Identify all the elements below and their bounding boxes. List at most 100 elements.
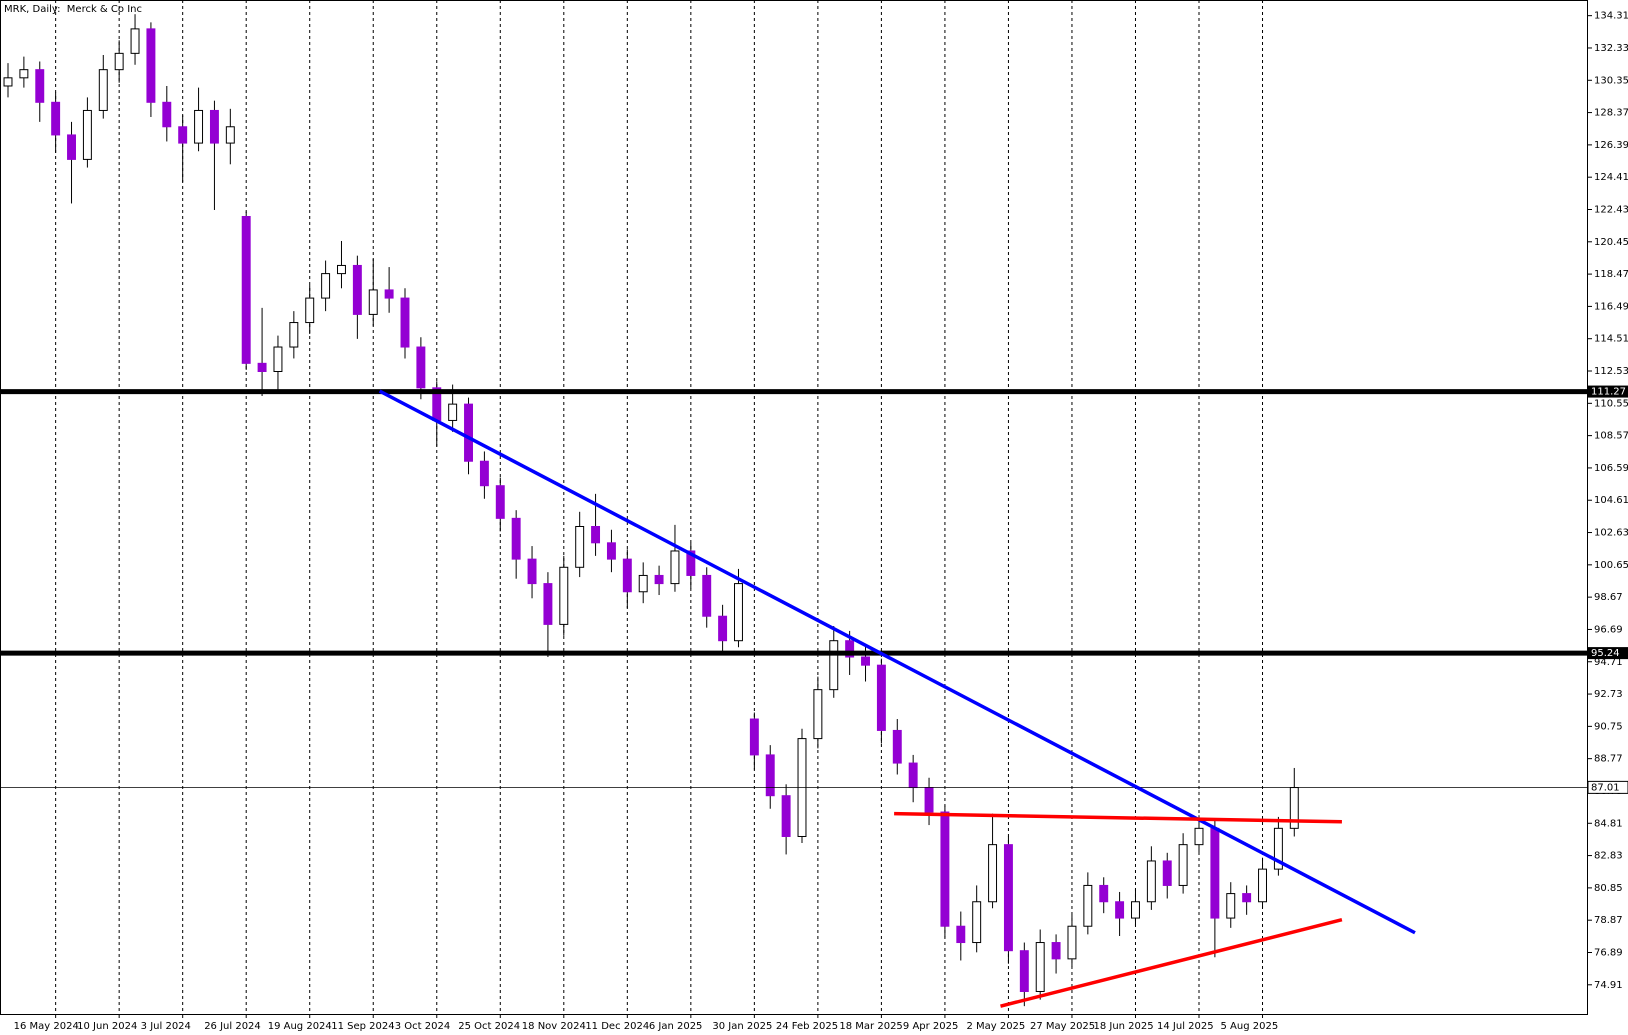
- candle-body: [861, 656, 870, 666]
- y-tick-label: 78.87: [1594, 915, 1623, 926]
- candle-body: [1051, 942, 1061, 960]
- candle-body: [734, 583, 743, 642]
- candle-body: [972, 901, 982, 944]
- candle-body: [479, 460, 489, 487]
- candle-body: [1099, 884, 1109, 903]
- candle-body: [638, 574, 648, 593]
- candle-body: [337, 264, 346, 275]
- candle-body: [845, 640, 855, 658]
- candle-body: [51, 101, 61, 136]
- x-tick-label: 19 Aug 2024: [268, 1021, 332, 1032]
- candle-body: [178, 126, 188, 144]
- x-tick-label: 14 Jul 2025: [1157, 1021, 1214, 1032]
- current-price-box: [1587, 780, 1628, 794]
- y-tick-label: 126.39: [1594, 140, 1628, 151]
- x-tick-label: 18 Nov 2024: [522, 1021, 586, 1032]
- x-tick-label: 18 Mar 2025: [839, 1021, 902, 1032]
- trendline: [1000, 918, 1343, 1008]
- candle-body: [321, 273, 331, 299]
- candle-body: [1226, 893, 1236, 919]
- x-tick-label: 26 Jul 2024: [204, 1021, 261, 1032]
- candle-body: [194, 109, 204, 144]
- x-tick-label: 27 May 2025: [1030, 1021, 1095, 1032]
- y-tick-label: 80.85: [1594, 883, 1623, 894]
- candle-body: [352, 264, 362, 315]
- candle-body: [511, 517, 521, 560]
- candle-body: [368, 289, 378, 315]
- candle-body: [591, 525, 601, 544]
- y-tick-label: 102.63: [1594, 528, 1628, 539]
- candle-body: [559, 566, 569, 625]
- candle-body: [892, 729, 902, 764]
- candle-body: [448, 403, 458, 421]
- level-label-box: [1588, 647, 1628, 660]
- y-tick-label: 128.37: [1594, 108, 1628, 119]
- candle-body: [1242, 893, 1252, 903]
- candle-body: [622, 558, 632, 593]
- candle-body: [749, 718, 759, 756]
- trendline: [894, 811, 1342, 824]
- y-tick-label: 120.45: [1594, 237, 1628, 248]
- y-tick-label: 134.31: [1594, 11, 1628, 22]
- candle-body: [527, 558, 537, 585]
- y-tick-label: 110.55: [1594, 398, 1628, 409]
- candle-body: [1273, 827, 1283, 870]
- y-tick-label: 74.91: [1594, 980, 1623, 991]
- y-tick-label: 90.75: [1594, 721, 1623, 732]
- x-tick-label: 9 Apr 2025: [903, 1021, 958, 1032]
- y-tick-label: 108.57: [1594, 431, 1628, 442]
- candle-body: [209, 109, 219, 144]
- candle-body: [1194, 827, 1204, 846]
- candle-body: [908, 762, 918, 789]
- x-tick-label: 3 Oct 2024: [395, 1021, 450, 1032]
- level-label-box: [1588, 385, 1628, 398]
- y-tick-label: 100.65: [1594, 560, 1628, 571]
- x-tick-label: 11 Dec 2024: [585, 1021, 649, 1032]
- candle-body: [781, 795, 791, 837]
- x-tick-label: 6 Jan 2025: [649, 1021, 703, 1032]
- candle-body: [718, 615, 728, 642]
- candle-body: [654, 574, 664, 585]
- y-tick-label: 98.67: [1594, 592, 1623, 603]
- y-tick-label: 106.59: [1594, 463, 1628, 474]
- candle-body: [67, 134, 76, 160]
- level-label: 111.27: [1591, 387, 1626, 398]
- candle-body: [813, 689, 823, 740]
- plot-frame: [0, 0, 1588, 1015]
- x-tick-label: 5 Aug 2025: [1221, 1021, 1279, 1032]
- x-tick-label: 10 Jun 2024: [77, 1021, 137, 1032]
- candle-body: [241, 216, 251, 364]
- candle-body: [35, 69, 45, 103]
- candle-body: [1258, 868, 1267, 903]
- candle-body: [114, 52, 124, 71]
- candle-body: [940, 811, 950, 927]
- x-tick-label: 18 Jun 2025: [1093, 1021, 1153, 1032]
- candle-body: [702, 574, 712, 617]
- y-tick-label: 104.61: [1594, 495, 1628, 506]
- y-tick-label: 92.73: [1594, 689, 1623, 700]
- current-price-label: 87.01: [1591, 782, 1620, 793]
- candle-body: [1178, 844, 1188, 886]
- candle-body: [765, 754, 775, 797]
- candle-body: [305, 297, 315, 324]
- y-tick-label: 94.71: [1594, 657, 1623, 668]
- y-tick-label: 118.47: [1594, 269, 1628, 280]
- candle-body: [1035, 942, 1045, 992]
- x-tick-label: 24 Feb 2025: [776, 1021, 838, 1032]
- y-tick-label: 82.83: [1594, 851, 1623, 862]
- x-tick-label: 30 Jan 2025: [712, 1021, 772, 1032]
- x-tick-label: 3 Jul 2024: [141, 1021, 191, 1032]
- candle-body: [464, 403, 473, 462]
- candle-body: [416, 346, 426, 389]
- y-tick-label: 132.33: [1594, 43, 1628, 54]
- y-tick-label: 124.41: [1594, 172, 1628, 183]
- candle-body: [1146, 860, 1156, 903]
- candle-body: [19, 69, 29, 79]
- candle-body: [130, 28, 140, 54]
- y-tick-label: 114.51: [1594, 334, 1628, 345]
- y-tick-label: 122.43: [1594, 204, 1628, 215]
- candle-body: [1131, 901, 1140, 919]
- level-label: 95.24: [1591, 648, 1620, 659]
- y-tick-label: 88.77: [1594, 754, 1623, 765]
- candle-body: [146, 28, 156, 103]
